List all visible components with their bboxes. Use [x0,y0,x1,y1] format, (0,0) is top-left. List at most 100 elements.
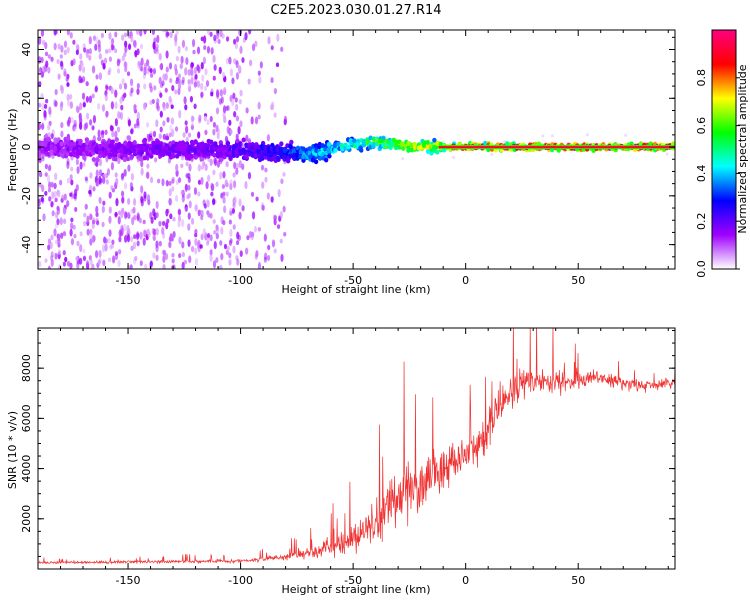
spectrogram-cell [60,122,64,129]
spectrogram-cell [155,200,159,209]
spectrogram-cell [120,210,124,219]
spectrogram-cell [62,250,66,256]
spectrogram-cell [241,57,245,64]
spectrogram-cell [94,250,99,259]
spectrogram-cell [95,181,99,187]
spectrogram-cell [73,126,77,132]
spectrogram-cell [54,88,58,96]
spectrogram-cell [54,172,58,181]
spectrogram-cell [74,207,78,212]
spectrogram-cell [229,129,233,135]
colorbar-ticks: 0.0 0.2 0.4 0.6 0.8 [695,69,740,278]
spectrogram-cell [98,158,103,167]
spectrogram-cell [119,230,124,237]
spectrogram-cell [505,141,510,147]
spectrogram-cell [92,234,96,243]
spectrogram-cell [98,197,102,204]
spectrogram-cell [59,217,63,226]
spectrogram-cell [54,223,59,229]
spectrogram-cell [121,172,125,180]
spectrogram-cell [133,123,137,129]
spectrogram-cell [222,196,226,204]
spectrogram-cell [222,105,227,114]
spectrogram-cell [226,105,231,112]
spectrogram-x-tick-label: -150 [116,274,141,287]
spectrogram-cell [174,68,178,76]
spectrogram-cell [177,177,182,183]
spectrogram-cell [223,243,228,250]
spectrogram-cell [212,260,217,269]
spectrogram-cell [187,184,191,191]
spectrogram-cell [73,193,77,200]
spectrogram-cell [148,82,152,89]
spectrogram-cell [212,54,216,63]
spectrogram-cell [75,256,79,261]
spectrogram-cell [200,176,204,185]
spectrogram-cell [289,139,294,145]
spectrogram-cell [190,76,194,85]
spectrogram-cell [177,88,181,95]
spectrogram-cell [206,30,211,35]
spectrogram-cell [59,179,63,186]
spectrogram-cell [190,115,194,124]
spectrogram-cell [44,191,48,196]
spectrogram-cell [126,71,131,77]
spectrogram-cell [232,224,236,230]
spectrogram-cell [103,57,108,64]
spectrogram-cell [228,259,232,266]
spectrogram-cell [229,228,233,237]
spectrogram-cell [432,144,437,150]
spectrogram-cell [38,81,42,87]
spectrogram-cell [76,264,80,269]
spectrogram-cell [116,68,121,74]
spectrogram-cell [209,158,213,166]
spectrogram-cell [237,234,242,241]
spectrogram-cell [243,154,249,160]
spectrogram-cell [156,178,161,184]
spectrogram-cell [152,41,156,50]
spectrogram-cell [204,163,208,171]
spectrogram-cell [209,234,213,242]
spectrogram-cell [246,235,250,241]
spectrogram-cell [97,259,101,265]
spectrogram-cell [88,54,92,61]
spectrogram-cell [221,33,225,39]
spectrogram-cell [142,237,146,246]
spectrogram-cell [266,152,271,158]
spectrogram-cell [60,232,64,239]
spectrogram-cell [85,145,90,151]
spectrogram-cell [119,111,124,120]
spectrogram-cell [114,253,119,261]
spectrogram-cell [81,92,86,100]
spectrogram-cell [399,141,405,147]
spectrogram-cell [184,183,188,191]
spectrogram-cell [53,30,57,36]
spectrogram-cell [185,161,189,167]
spectrogram-cell [152,68,157,75]
spectrogram-cell [247,172,252,180]
spectrogram-cell [223,86,227,95]
spectrogram-cell [43,109,47,118]
spectrogram-cell [174,89,178,95]
spectrogram-cell [236,231,240,240]
spectrogram-cell [82,101,86,108]
spectrogram-cell [401,157,405,161]
spectrogram-cell [221,71,226,78]
spectrogram-cell [279,141,284,147]
spectrogram-cell [136,118,140,127]
spectrogram-cell [168,241,172,249]
spectrogram-cell [232,92,236,100]
spectrogram-cell [129,154,135,159]
spectrogram-cell [117,143,122,148]
spectrogram-cell [57,190,61,198]
spectrogram-cell [88,36,92,45]
spectrogram-cell [168,62,173,70]
spectrogram-cell [177,209,182,215]
spectrogram-cell [158,141,164,146]
spectrogram-cell [105,172,109,179]
spectrogram-cell [86,228,90,236]
spectrogram-cell [123,92,127,98]
spectrogram-cell [49,241,53,250]
spectrogram-cell [108,229,112,237]
spectrogram-cell [238,198,242,207]
